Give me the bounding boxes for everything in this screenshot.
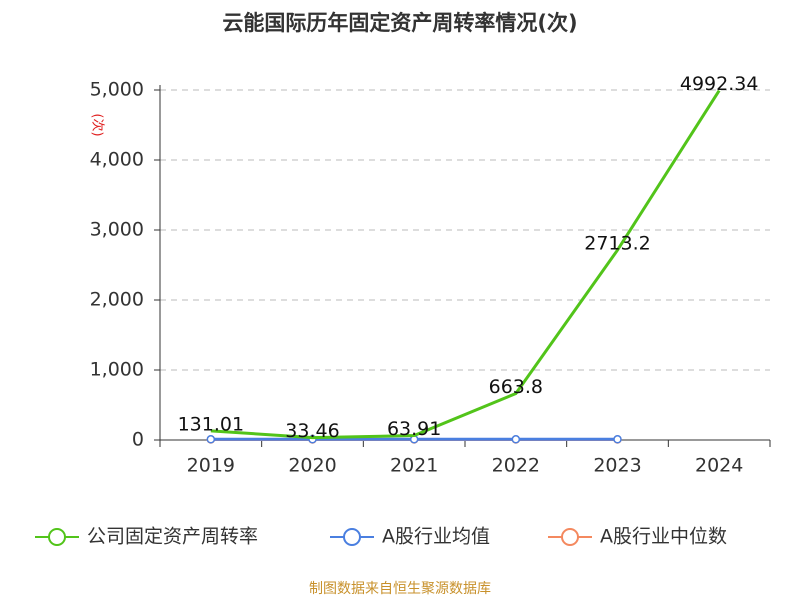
legend-label: A股行业中位数 bbox=[600, 526, 727, 548]
source-note: 制图数据来自恒生聚源数据库 bbox=[309, 581, 491, 597]
y-tick-label: 1,000 bbox=[90, 359, 144, 381]
legend-marker bbox=[343, 528, 361, 546]
point-marker bbox=[613, 435, 622, 444]
x-tick-label: 2021 bbox=[390, 455, 438, 477]
data-label: 663.8 bbox=[489, 376, 543, 398]
y-tick-label: 5,000 bbox=[90, 79, 144, 101]
x-tick-label: 2024 bbox=[695, 455, 743, 477]
x-tick-label: 2023 bbox=[593, 455, 641, 477]
data-label: 63.91 bbox=[387, 418, 441, 440]
y-tick-label: 3,000 bbox=[90, 219, 144, 241]
data-label: 33.46 bbox=[285, 420, 339, 442]
y-tick-label: 4,000 bbox=[90, 149, 144, 171]
legend-label: 公司固定资产周转率 bbox=[87, 526, 258, 548]
x-tick-label: 2019 bbox=[187, 455, 235, 477]
point-marker bbox=[511, 435, 521, 444]
y-axis-label: (次) bbox=[90, 113, 106, 136]
data-label: 2713.2 bbox=[584, 233, 650, 255]
y-tick-label: 0 bbox=[132, 429, 144, 451]
chart-title: 云能国际历年固定资产周转率情况(次) bbox=[222, 11, 577, 35]
legend-marker bbox=[561, 528, 579, 546]
data-label: 131.01 bbox=[178, 413, 244, 435]
x-tick-label: 2022 bbox=[492, 455, 540, 477]
legend-label: A股行业均值 bbox=[382, 526, 490, 548]
point-marker bbox=[206, 435, 216, 444]
legend-marker bbox=[48, 528, 66, 546]
x-tick-label: 2020 bbox=[288, 455, 336, 477]
data-label: 4992.34 bbox=[680, 73, 759, 95]
series-line bbox=[210, 89, 721, 440]
y-tick-label: 2,000 bbox=[90, 289, 144, 311]
